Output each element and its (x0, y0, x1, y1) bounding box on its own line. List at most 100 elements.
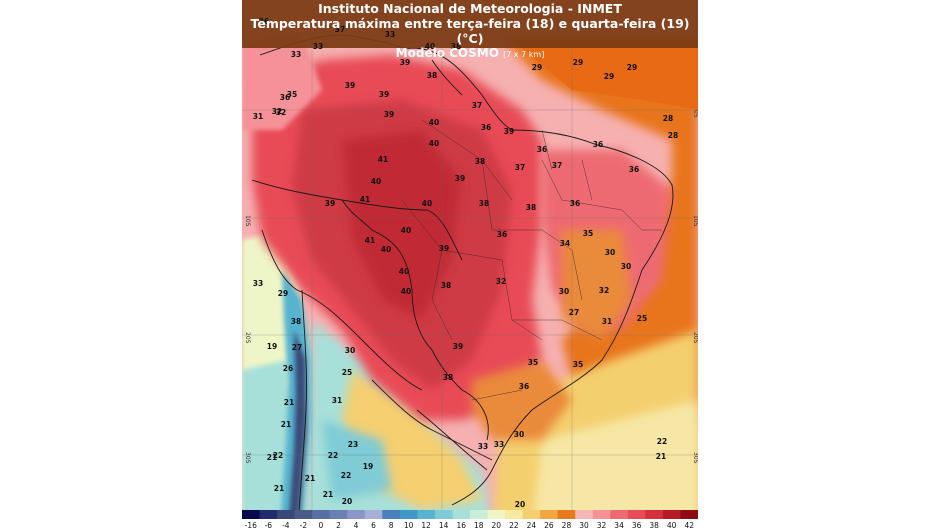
scale-tick-label: 16 (456, 521, 466, 530)
temperature-value-label: 40 (422, 199, 432, 208)
scale-swatch (242, 510, 261, 519)
temperature-value-label: 32 (272, 107, 282, 116)
temperature-color-scale: -16 -6 -4 -2 0 2 4 6 8 10 12 14 16 18 20 22 24 26 28 30 32 34… (242, 510, 698, 530)
temperature-value-label: 39 (439, 244, 449, 253)
temperature-value-label: 40 (399, 267, 409, 276)
lat-label-30s-left: 30S (244, 452, 251, 464)
temperature-value-label: 22 (341, 471, 351, 480)
scale-swatch (399, 510, 418, 519)
temperature-value-label: 28 (668, 131, 678, 140)
scale-swatch (592, 510, 611, 519)
scale-tick-label: 12 (421, 521, 431, 530)
temperature-value-label: 36 (537, 145, 547, 154)
grid-labels: 05 10S 10S 20S 20S 30S 30S (244, 110, 698, 464)
temperature-value-label: 36 (481, 123, 491, 132)
temperature-value-label: 39 (453, 342, 463, 351)
scale-swatch (540, 510, 559, 519)
temperature-value-label: 31 (332, 396, 342, 405)
temperature-value-label: 38 (291, 317, 301, 326)
scale-swatch (680, 510, 698, 519)
scale-swatch (575, 510, 594, 519)
temperature-value-label: 33 (291, 50, 301, 59)
temperature-value-label: 37 (515, 163, 525, 172)
scale-swatch (434, 510, 453, 519)
lat-label-20s-left: 20S (244, 332, 251, 344)
temperature-value-label: 21 (305, 474, 315, 483)
temperature-value-label: 35 (573, 360, 583, 369)
temperature-value-label: 36 (497, 230, 507, 239)
lat-label-05: 05 (692, 110, 698, 118)
temperature-value-label: 40 (429, 139, 439, 148)
temperature-value-label: 21 (267, 453, 277, 462)
lat-label-10s-right: 10S (692, 215, 698, 227)
temperature-value-label: 40 (425, 42, 435, 51)
temperature-value-label: 27 (569, 308, 579, 317)
scale-tick-label: 40 (667, 521, 677, 530)
scale-swatch (312, 510, 331, 519)
scale-tick-label: 2 (336, 521, 341, 530)
scale-tick-label: 42 (684, 521, 694, 530)
temperature-value-label: 38 (475, 157, 485, 166)
temperature-value-label: 28 (663, 114, 673, 123)
temperature-value-label: 30 (514, 430, 524, 439)
scale-tick-label: 4 (354, 521, 359, 530)
temperature-value-labels: 36 37 33 33 40 38 33 39 38 29 29 29 29 35 39 39 36 32 31 32… (253, 17, 678, 509)
temperature-value-label: 31 (602, 317, 612, 326)
temperature-value-label: 20 (342, 497, 352, 506)
scale-label-background (242, 519, 698, 530)
temperature-value-label: 21 (284, 398, 294, 407)
temperature-value-label: 33 (253, 279, 263, 288)
temperature-value-label: 19 (267, 342, 277, 351)
scale-tick-label: 10 (404, 521, 414, 530)
temperature-value-label: 39 (384, 110, 394, 119)
scale-tick-label: 6 (371, 521, 376, 530)
temperature-value-label: 34 (560, 239, 570, 248)
temperature-value-label: 40 (429, 118, 439, 127)
temperature-value-label: 30 (345, 346, 355, 355)
lat-label-20s-right: 20S (692, 332, 698, 344)
temperature-value-label: 22 (657, 437, 667, 446)
temperature-value-label: 38 (526, 203, 536, 212)
scale-tick-label: 18 (474, 521, 484, 530)
temperature-value-label: 29 (604, 72, 614, 81)
scale-tick-label: 26 (544, 521, 554, 530)
scale-tick-label: 32 (597, 521, 607, 530)
temperature-value-label: 30 (605, 248, 615, 257)
scale-tick-label: 8 (389, 521, 394, 530)
temperature-value-label: 35 (287, 90, 297, 99)
temperature-value-label: 37 (335, 25, 345, 34)
temperature-value-label: 19 (363, 462, 373, 471)
temperature-value-label: 37 (552, 161, 562, 170)
scale-swatch (522, 510, 541, 519)
scale-swatch (610, 510, 629, 519)
scale-tick-label: 24 (527, 521, 537, 530)
temperature-value-label: 33 (313, 42, 323, 51)
header-band (242, 0, 698, 48)
scale-tick-label: -2 (300, 521, 308, 530)
graticule (242, 48, 698, 510)
temperature-value-label: 38 (427, 71, 437, 80)
scale-tick-label: -6 (265, 521, 273, 530)
temperature-value-label: 40 (401, 287, 411, 296)
temperature-value-label: 35 (528, 358, 538, 367)
temperature-value-label: 38 (441, 281, 451, 290)
temperature-value-label: 41 (378, 155, 388, 164)
temperature-value-label: 35 (583, 229, 593, 238)
temperature-value-label: 36 (593, 140, 603, 149)
temperature-value-label: 26 (283, 364, 293, 373)
temperature-value-label: 36 (519, 382, 529, 391)
scale-tick-label: 14 (439, 521, 449, 530)
temperature-value-label: 25 (637, 314, 647, 323)
scale-tick-label: 0 (319, 521, 324, 530)
scale-tick-label: -4 (282, 521, 290, 530)
temperature-value-label: 21 (656, 452, 666, 461)
temperature-value-label: 38 (451, 42, 461, 51)
temperature-value-label: 27 (292, 343, 302, 352)
scale-swatch (277, 510, 296, 519)
temperature-value-label: 38 (443, 373, 453, 382)
scale-swatch (294, 510, 313, 519)
temperature-value-label: 30 (621, 262, 631, 271)
temperature-value-label: 37 (472, 101, 482, 110)
temperature-value-label: 29 (532, 63, 542, 72)
